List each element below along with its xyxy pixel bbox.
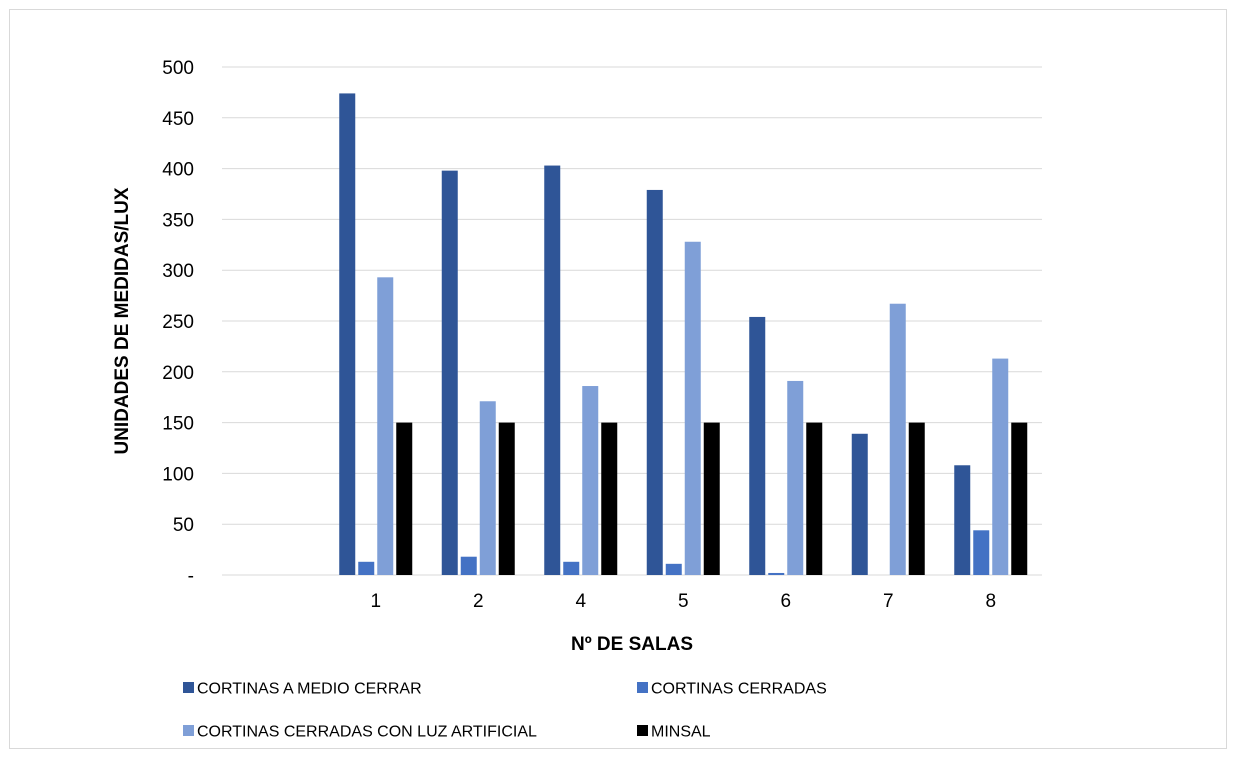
legend-swatch [637,682,648,693]
y-tick-label: 500 [162,58,194,79]
x-tick-label: 2 [473,591,484,612]
tick-labels: - 50 100 150 200 250 300 350 400 450 500 1 2 4 5 6 7 8 [162,58,996,612]
legend-label: CORTINAS CERRADAS [651,681,827,698]
bar [908,422,925,575]
bar [479,401,496,575]
y-axis-title: UNIDADES DE MEDIDAS/LUX [112,187,133,454]
legend-swatch [637,725,648,736]
x-tick-label: 4 [575,591,586,612]
bar [460,556,477,575]
y-tick-label: 350 [162,210,194,231]
bar [703,422,720,575]
y-tick-label: 100 [162,464,194,485]
bar [646,189,663,575]
bar [973,530,990,575]
legend-swatch [183,725,194,736]
y-tick-label: 250 [162,312,194,333]
y-tick-label: 300 [162,261,194,282]
legend: CORTINAS A MEDIO CERRAR CORTINAS CERRADAS… [183,681,827,741]
bar [339,93,356,575]
bar [1011,422,1028,575]
y-tick-label: 200 [162,363,194,384]
bar [749,316,766,575]
x-tick-label: 1 [370,591,381,612]
bar [992,358,1009,575]
bar [954,465,971,575]
legend-label: MINSAL [651,724,711,741]
y-tick-label: 150 [162,414,194,435]
x-tick-label: 5 [678,591,689,612]
x-tick-label: 7 [883,591,894,612]
legend-swatch [183,682,194,693]
bar [441,170,458,575]
bar [377,277,394,575]
bar [806,422,823,575]
bar [544,165,561,575]
legend-label: CORTINAS A MEDIO CERRAR [197,681,422,698]
bar [601,422,618,575]
y-tick-label: 400 [162,160,194,181]
bar [358,561,375,575]
legend-label: CORTINAS CERRADAS CON LUZ ARTIFICIAL [197,724,537,741]
bar [684,241,701,575]
bar [582,386,599,575]
x-axis-title: Nº DE SALAS [571,634,693,655]
bar [768,572,785,575]
bar [396,422,413,575]
bar [498,422,515,575]
bar [665,563,682,575]
bar [787,380,804,575]
y-tick-label: - [188,566,194,587]
bar [889,303,906,575]
x-tick-label: 8 [985,591,996,612]
chart-frame [9,9,1227,749]
y-tick-label: 50 [173,515,194,536]
bar [563,561,580,575]
bars [339,93,1028,575]
x-tick-label: 6 [780,591,791,612]
y-tick-label: 450 [162,109,194,130]
bar [851,433,868,575]
